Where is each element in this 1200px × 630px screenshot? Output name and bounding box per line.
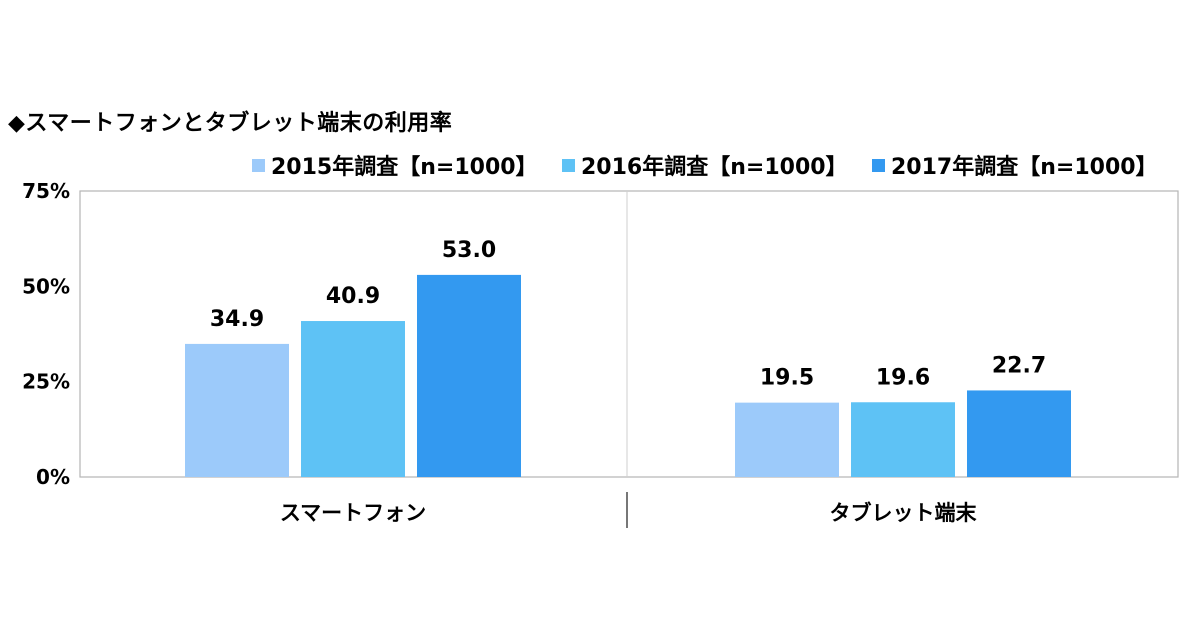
y-tick-label: 0% bbox=[36, 465, 70, 489]
legend-swatch-2017 bbox=[872, 158, 885, 172]
data-label: 53.0 bbox=[442, 238, 496, 263]
data-label: 19.6 bbox=[876, 365, 930, 390]
legend-swatch-2015 bbox=[252, 158, 265, 172]
legend-item-2015: 2015年調査【n=1000】 bbox=[252, 148, 538, 182]
bar bbox=[967, 390, 1071, 477]
legend-label-2016: 2016年調査【n=1000】 bbox=[581, 155, 848, 180]
category-label: スマートフォン bbox=[280, 501, 426, 525]
legend-swatch-2016 bbox=[562, 158, 575, 172]
y-tick-label: 50% bbox=[22, 274, 70, 298]
plot-frame bbox=[79, 190, 1179, 478]
bar bbox=[417, 274, 521, 477]
category-label: タブレット端末 bbox=[830, 501, 978, 525]
legend-label-2015: 2015年調査【n=1000】 bbox=[271, 155, 538, 180]
legend: 2015年調査【n=1000】 2016年調査【n=1000】 2017年調査【… bbox=[0, 148, 1180, 182]
legend-item-2016: 2016年調査【n=1000】 bbox=[562, 148, 848, 182]
y-tick-label: 75% bbox=[22, 179, 70, 203]
data-label: 22.7 bbox=[992, 353, 1046, 378]
data-label: 34.9 bbox=[210, 307, 264, 332]
chart-title: ◆スマートフォンとタブレット端末の利用率 bbox=[8, 111, 453, 136]
legend-item-2017: 2017年調査【n=1000】 bbox=[872, 148, 1158, 182]
y-tick-label: 25% bbox=[22, 370, 70, 394]
bar bbox=[735, 402, 839, 477]
bar bbox=[851, 402, 955, 477]
data-label: 19.5 bbox=[760, 366, 814, 391]
legend-label-2017: 2017年調査【n=1000】 bbox=[891, 155, 1158, 180]
bar bbox=[185, 343, 289, 477]
data-label: 40.9 bbox=[326, 284, 380, 309]
bar bbox=[301, 321, 405, 477]
